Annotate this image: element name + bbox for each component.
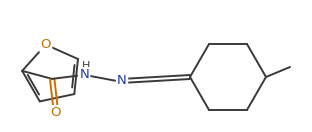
Text: O: O (50, 106, 61, 119)
Text: O: O (41, 38, 51, 51)
Text: N: N (79, 68, 89, 81)
Text: N: N (117, 74, 127, 87)
Text: H: H (82, 61, 90, 71)
